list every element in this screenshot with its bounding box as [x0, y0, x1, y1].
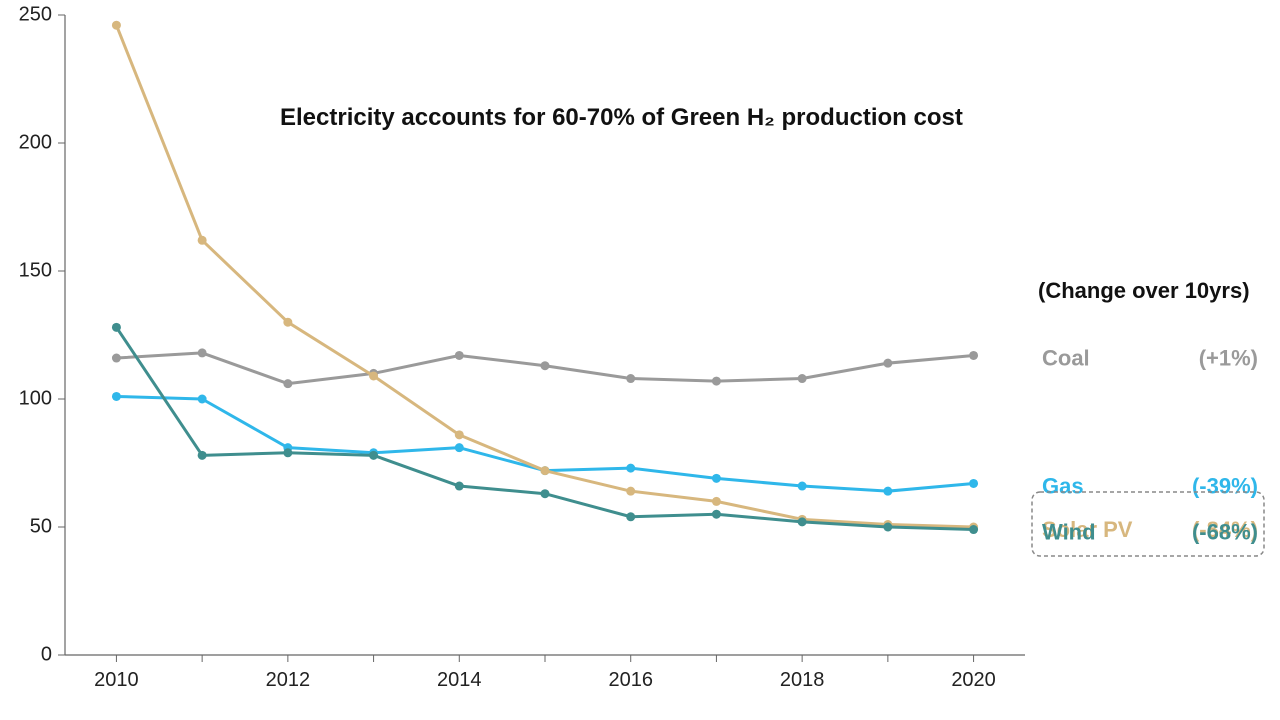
series-marker-gas: [712, 474, 721, 483]
series-marker-wind: [112, 323, 121, 332]
series-marker-wind: [712, 510, 721, 519]
series-marker-coal: [798, 374, 807, 383]
y-tick-label: 100: [19, 387, 52, 409]
series-marker-wind: [626, 512, 635, 521]
series-marker-solar: [369, 371, 378, 380]
y-tick-label: 50: [30, 515, 52, 537]
series-marker-wind: [283, 448, 292, 457]
series-marker-coal: [198, 348, 207, 357]
x-tick-label: 2020: [951, 669, 996, 691]
series-marker-gas: [969, 479, 978, 488]
series-marker-solar: [283, 318, 292, 327]
legend-change-gas: (-39%): [1192, 473, 1258, 498]
x-tick-label: 2016: [608, 669, 653, 691]
series-marker-coal: [969, 351, 978, 360]
y-tick-label: 200: [19, 131, 52, 153]
series-marker-gas: [198, 395, 207, 404]
y-tick-label: 0: [41, 643, 52, 665]
series-marker-gas: [798, 482, 807, 491]
series-marker-wind: [798, 517, 807, 526]
legend-name-coal: Coal: [1042, 345, 1090, 370]
series-marker-gas: [112, 392, 121, 401]
series-marker-coal: [112, 354, 121, 363]
x-tick-label: 2010: [94, 669, 139, 691]
series-marker-solar: [455, 430, 464, 439]
legend-change-coal: (+1%): [1199, 345, 1258, 370]
series-marker-wind: [541, 489, 550, 498]
series-marker-coal: [541, 361, 550, 370]
series-marker-coal: [626, 374, 635, 383]
chart-container: 0 50 100 150 200 250 2010 2012 2014 2016 2018 2020 E…: [0, 0, 1280, 720]
x-tick-label: 2018: [780, 669, 825, 691]
legend-name-gas: Gas: [1042, 473, 1084, 498]
series-marker-wind: [883, 523, 892, 532]
series-marker-solar: [626, 487, 635, 496]
series-marker-coal: [283, 379, 292, 388]
series-marker-gas: [626, 464, 635, 473]
series-marker-solar: [112, 21, 121, 30]
series-marker-wind: [198, 451, 207, 460]
legend-change-wind: (-68%): [1192, 519, 1258, 544]
y-tick-label: 150: [19, 259, 52, 281]
series-marker-solar: [198, 236, 207, 245]
legend-header: (Change over 10yrs): [1038, 278, 1250, 303]
y-tick-label: 250: [19, 3, 52, 25]
series-marker-solar: [541, 466, 550, 475]
series-marker-gas: [883, 487, 892, 496]
series-marker-coal: [883, 359, 892, 368]
series-marker-wind: [369, 451, 378, 460]
x-tick-label: 2012: [266, 669, 311, 691]
line-chart: 0 50 100 150 200 250 2010 2012 2014 2016 2018 2020 E…: [0, 0, 1280, 720]
x-tick-label: 2014: [437, 669, 482, 691]
series-marker-wind: [969, 525, 978, 534]
chart-title: Electricity accounts for 60-70% of Green…: [280, 104, 963, 131]
series-marker-coal: [455, 351, 464, 360]
series-marker-solar: [712, 497, 721, 506]
series-marker-coal: [712, 377, 721, 386]
legend-name-wind: Wind: [1042, 519, 1096, 544]
series-marker-wind: [455, 482, 464, 491]
series-marker-gas: [455, 443, 464, 452]
